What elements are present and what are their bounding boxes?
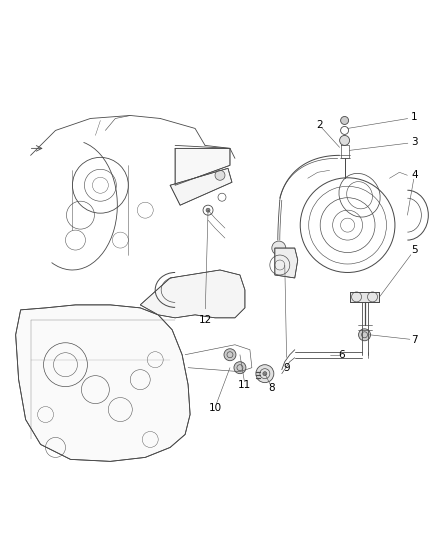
Text: 12: 12	[198, 315, 212, 325]
Circle shape	[206, 208, 210, 212]
Circle shape	[263, 372, 267, 376]
Text: 9: 9	[283, 362, 290, 373]
Text: 2: 2	[316, 120, 323, 131]
Circle shape	[272, 241, 286, 255]
Text: 5: 5	[411, 245, 418, 255]
Polygon shape	[275, 248, 298, 278]
Text: 1: 1	[411, 112, 418, 123]
Polygon shape	[16, 305, 190, 462]
Circle shape	[215, 171, 225, 180]
Polygon shape	[175, 148, 230, 185]
Circle shape	[341, 117, 349, 124]
Text: 4: 4	[411, 170, 418, 180]
Polygon shape	[350, 292, 379, 302]
Text: 3: 3	[411, 138, 418, 148]
Circle shape	[256, 365, 274, 383]
Polygon shape	[170, 168, 232, 205]
Text: 11: 11	[238, 379, 251, 390]
Circle shape	[359, 329, 371, 341]
Polygon shape	[140, 270, 245, 318]
Text: 6: 6	[338, 350, 345, 360]
Text: 7: 7	[411, 335, 418, 345]
Circle shape	[234, 362, 246, 374]
Circle shape	[224, 349, 236, 361]
Text: 8: 8	[268, 383, 275, 393]
Text: 10: 10	[208, 402, 222, 413]
Circle shape	[339, 135, 350, 146]
